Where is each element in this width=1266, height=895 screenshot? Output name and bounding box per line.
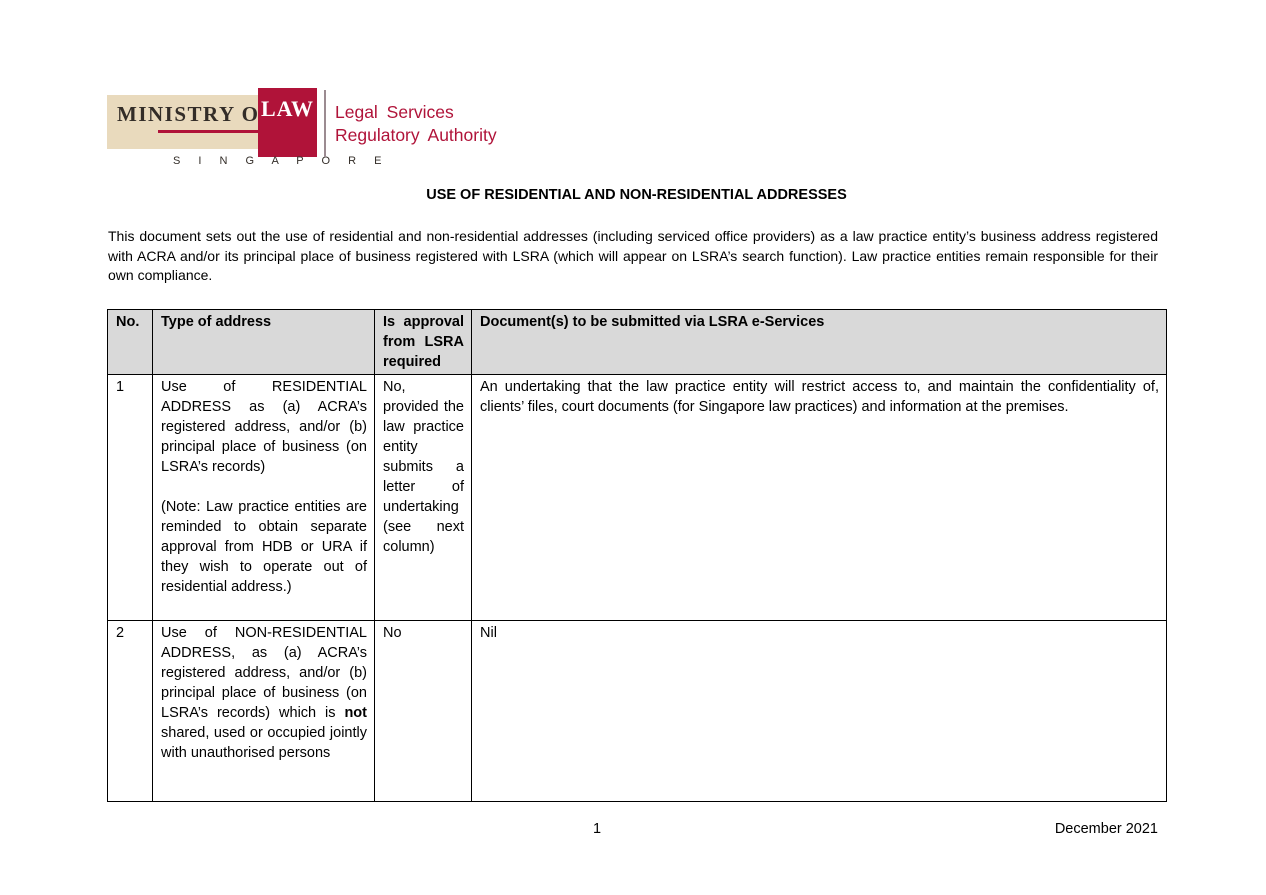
logo-authority-text: Legal Services Regulatory Authority [335, 101, 497, 147]
ministry-of-law-logo: MINISTRY OF LAW S I N G A P O R E Legal … [107, 88, 527, 178]
row1-type-note: (Note: Law practice entities are reminde… [161, 499, 367, 595]
footer-page-number: 1 [592, 821, 602, 837]
table-row-2: 2 Use of NON-RESIDENTIAL ADDRESS, as (a)… [107, 620, 1167, 802]
footer-date: December 2021 [1054, 821, 1158, 837]
logo-authority-line2: Regulatory Authority [335, 125, 497, 145]
row1-approval: No, provided the law practice entity sub… [374, 374, 472, 621]
col-header-approval-required: Is approval from LSRA required [374, 309, 472, 375]
col-header-no: No. [107, 309, 153, 375]
row2-approval: No [374, 620, 472, 802]
row1-type-main: Use of RESIDENTIAL ADDRESS as (a) ACRA’s… [161, 379, 367, 475]
row2-type-after: shared, used or occupied jointly with un… [161, 725, 367, 761]
logo-authority-line1: Legal Services [335, 102, 454, 122]
table-row-1: 1 Use of RESIDENTIAL ADDRESS as (a) ACRA… [107, 374, 1167, 621]
row1-no: 1 [107, 374, 153, 621]
row2-type-bold-not: not [344, 705, 367, 721]
row2-documents: Nil [471, 620, 1167, 802]
intro-paragraph: This document sets out the use of reside… [108, 228, 1158, 283]
logo-singapore-text: S I N G A P O R E [173, 155, 389, 167]
row2-type-before: Use of NON-RESIDENTIAL ADDRESS, as (a) A… [161, 625, 367, 721]
col-header-type-of-address: Type of address [152, 309, 375, 375]
logo-law-box: LAW [258, 88, 317, 157]
col-header-documents: Document(s) to be submitted via LSRA e-S… [471, 309, 1167, 375]
row1-documents: An undertaking that the law practice ent… [471, 374, 1167, 621]
logo-law-text: LAW [260, 96, 315, 121]
row1-type-of-address: Use of RESIDENTIAL ADDRESS as (a) ACRA’s… [152, 374, 375, 621]
logo-ministry-of-text: MINISTRY OF [117, 102, 274, 126]
row2-type-of-address: Use of NON-RESIDENTIAL ADDRESS, as (a) A… [152, 620, 375, 802]
table-header-row: No. Type of address Is approval from LSR… [107, 309, 1167, 375]
address-types-table: No. Type of address Is approval from LSR… [107, 309, 1167, 802]
document-title: USE OF RESIDENTIAL AND NON-RESIDENTIAL A… [426, 187, 847, 203]
row2-no: 2 [107, 620, 153, 802]
logo-red-underline [158, 130, 258, 133]
logo-divider [324, 90, 326, 157]
